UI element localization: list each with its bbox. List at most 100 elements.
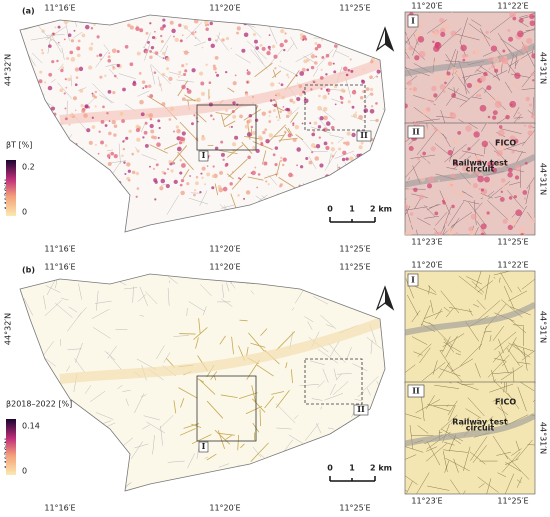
dot	[108, 52, 111, 54]
street	[43, 295, 47, 310]
dot	[245, 190, 251, 195]
dot	[54, 26, 57, 29]
street	[308, 156, 317, 169]
dot	[136, 149, 140, 153]
panel: (b) 11°16′E 11°20′E 11°25′E11°16′E 11°20′E 11…	[4, 261, 548, 513]
dot	[280, 29, 285, 34]
street	[326, 324, 334, 328]
inset-dot	[489, 97, 494, 102]
inset-dot	[405, 34, 409, 38]
inset-street	[477, 280, 493, 293]
dot	[57, 41, 60, 44]
inset-dot	[417, 23, 424, 29]
inset-dot	[422, 109, 429, 116]
dot	[319, 163, 324, 168]
dot	[222, 186, 228, 192]
inset-dot	[432, 40, 435, 44]
dot	[59, 88, 64, 93]
dot	[310, 143, 316, 148]
dot	[255, 148, 260, 154]
inset-street	[470, 436, 488, 461]
street	[191, 434, 212, 445]
inset-street	[419, 347, 431, 364]
dot	[181, 64, 185, 68]
dot	[322, 94, 328, 100]
inset-dot	[514, 175, 520, 180]
inset-dot	[512, 192, 515, 195]
dot	[149, 55, 153, 60]
street	[160, 183, 167, 186]
dot	[122, 147, 126, 151]
dot	[313, 79, 316, 82]
dot	[197, 120, 199, 123]
inset-dot	[501, 139, 506, 144]
dot	[224, 108, 228, 112]
dot	[181, 140, 185, 144]
street	[141, 154, 157, 161]
street	[225, 434, 233, 440]
inset-dot	[492, 56, 500, 64]
dot	[180, 178, 185, 183]
inset-tag	[407, 384, 425, 398]
dot	[147, 40, 150, 44]
inset-dot	[494, 68, 499, 73]
street	[241, 141, 253, 154]
scale-bar	[329, 217, 376, 223]
inset-street	[509, 181, 521, 186]
inset-dot	[487, 115, 491, 119]
dot	[254, 166, 257, 169]
dot	[169, 106, 175, 112]
inset-dot	[462, 58, 466, 62]
dot	[213, 66, 217, 71]
dot	[173, 179, 178, 185]
street	[239, 319, 248, 322]
dot	[204, 24, 208, 27]
street	[290, 111, 299, 123]
dot	[158, 83, 162, 87]
inset-street	[405, 50, 410, 59]
street	[95, 412, 114, 420]
street	[247, 24, 262, 38]
dot	[281, 163, 285, 167]
inset-street	[507, 392, 520, 410]
inset-street	[505, 458, 519, 466]
inset-dot	[450, 173, 456, 179]
dot	[251, 170, 256, 176]
street	[167, 275, 178, 284]
dot	[56, 59, 59, 63]
dot	[216, 73, 220, 77]
inset-dot	[408, 186, 413, 191]
inset-dot	[488, 57, 494, 63]
dot	[128, 129, 132, 133]
inset-street	[405, 205, 413, 230]
lat-label: 44°32′N	[4, 313, 13, 345]
street	[31, 36, 50, 41]
inset-street	[483, 330, 492, 333]
dot	[221, 38, 225, 42]
inset-dot	[526, 61, 529, 64]
dot	[96, 54, 99, 58]
street	[118, 73, 136, 79]
inset-street	[423, 205, 436, 218]
street	[146, 421, 165, 434]
street	[139, 315, 144, 317]
dot	[72, 96, 77, 101]
inset-dot	[457, 131, 462, 135]
inset-street	[517, 286, 522, 293]
street	[23, 298, 33, 316]
dot	[148, 113, 154, 118]
inset-street	[448, 405, 456, 421]
dot	[175, 125, 180, 129]
inset-street	[425, 446, 438, 452]
street	[243, 109, 261, 121]
inset-dot	[509, 135, 516, 142]
dot	[163, 172, 167, 175]
street	[206, 453, 217, 461]
dot	[160, 178, 166, 184]
inset-dot	[465, 164, 468, 167]
inset-dot	[452, 189, 458, 195]
dot	[343, 141, 346, 145]
dot	[375, 102, 378, 105]
dot	[296, 164, 298, 167]
inset-dot	[406, 56, 409, 59]
